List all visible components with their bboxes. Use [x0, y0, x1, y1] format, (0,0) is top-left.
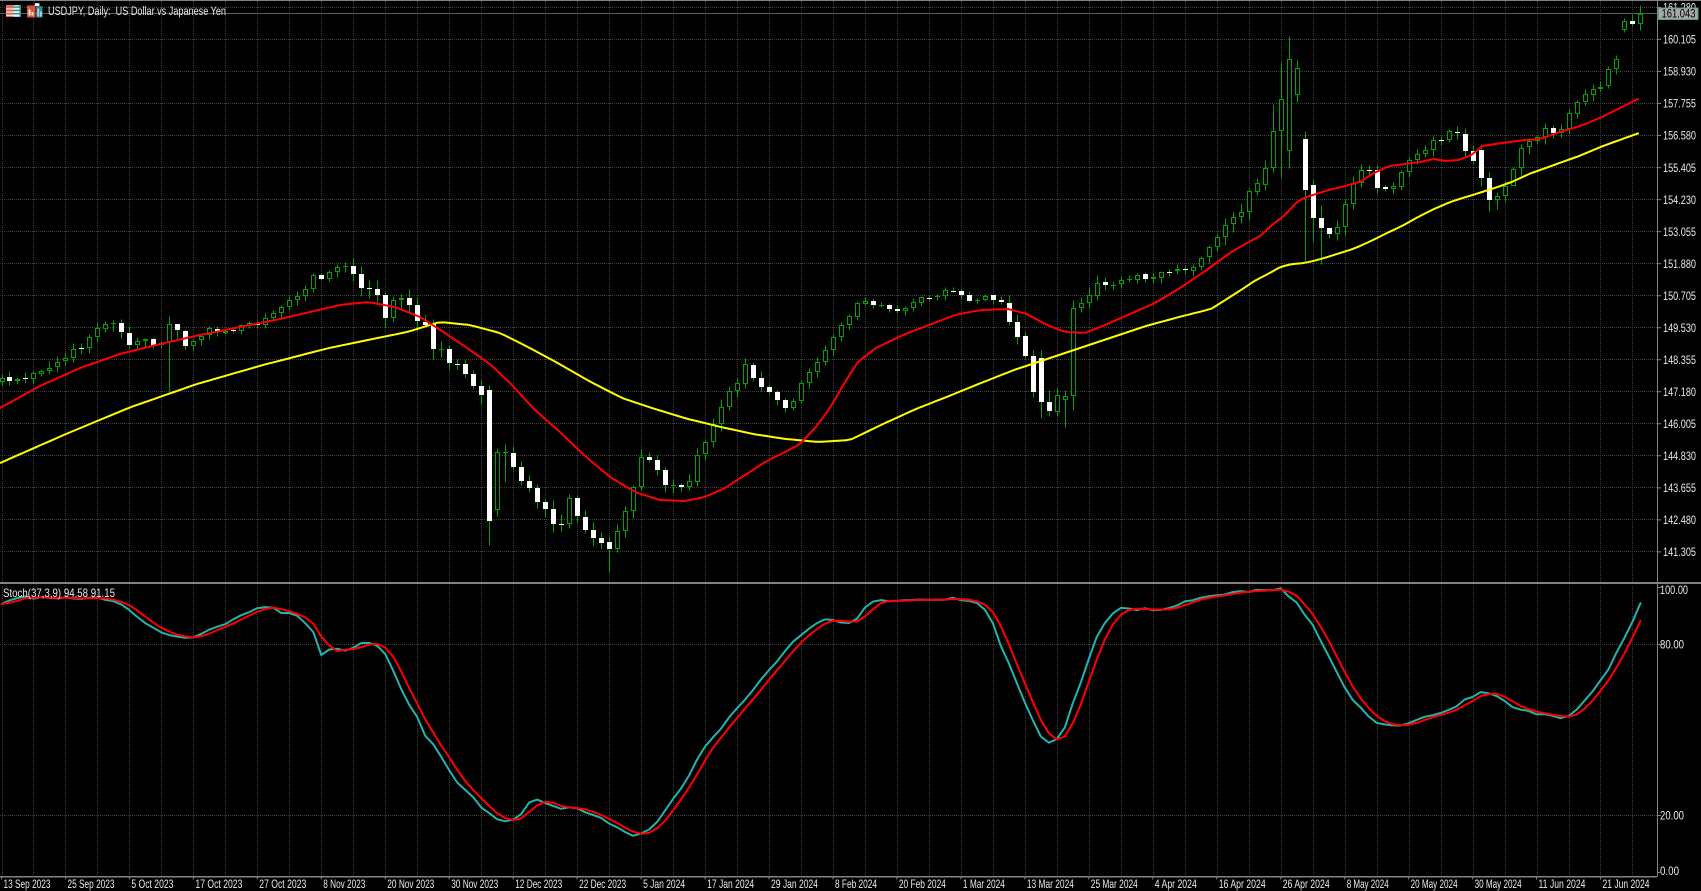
- svg-text:30 Nov 2023: 30 Nov 2023: [451, 877, 498, 891]
- svg-text:8 Nov 2023: 8 Nov 2023: [323, 877, 365, 891]
- svg-text:4 Apr 2024: 4 Apr 2024: [1155, 877, 1197, 891]
- svg-text:25 Sep 2023: 25 Sep 2023: [68, 877, 115, 891]
- svg-text:5 Oct 2023: 5 Oct 2023: [131, 877, 173, 891]
- svg-text:147.180: 147.180: [1663, 385, 1696, 399]
- svg-text:20.00: 20.00: [1660, 809, 1684, 823]
- svg-text:20 Nov 2023: 20 Nov 2023: [387, 877, 434, 891]
- svg-text:12 Dec 2023: 12 Dec 2023: [515, 877, 562, 891]
- svg-text:149.530: 149.530: [1663, 321, 1696, 335]
- svg-text:146.005: 146.005: [1663, 417, 1696, 431]
- svg-text:150.705: 150.705: [1663, 289, 1696, 303]
- svg-text:30 May 2024: 30 May 2024: [1475, 877, 1522, 891]
- svg-text:29 Jan 2024: 29 Jan 2024: [771, 877, 818, 891]
- svg-text:144.830: 144.830: [1663, 449, 1696, 463]
- svg-text:21 Jun 2024: 21 Jun 2024: [1603, 877, 1650, 891]
- svg-text:0.00: 0.00: [1660, 864, 1679, 878]
- svg-text:155.405: 155.405: [1663, 161, 1696, 175]
- svg-text:5 Jan 2024: 5 Jan 2024: [643, 877, 685, 891]
- svg-text:8 Feb 2024: 8 Feb 2024: [835, 877, 877, 891]
- svg-text:148.355: 148.355: [1663, 353, 1696, 367]
- svg-text:USDJPY, Daily: US Dollar vs J: USDJPY, Daily: US Dollar vs Japanese Yen: [48, 6, 226, 18]
- svg-text:160.105: 160.105: [1663, 33, 1696, 47]
- svg-text:17 Jan 2024: 17 Jan 2024: [707, 877, 754, 891]
- svg-text:26 Apr 2024: 26 Apr 2024: [1283, 877, 1330, 891]
- svg-text:8 May 2024: 8 May 2024: [1347, 877, 1389, 891]
- svg-text:141.305: 141.305: [1663, 545, 1696, 559]
- svg-text:158.930: 158.930: [1663, 65, 1696, 79]
- svg-text:20 Feb 2024: 20 Feb 2024: [899, 877, 946, 891]
- svg-text:143.655: 143.655: [1663, 481, 1696, 495]
- svg-text:16 Apr 2024: 16 Apr 2024: [1219, 877, 1266, 891]
- svg-text:27 Oct 2023: 27 Oct 2023: [259, 877, 306, 891]
- svg-text:1 Mar 2024: 1 Mar 2024: [963, 877, 1005, 891]
- svg-text:20 May 2024: 20 May 2024: [1411, 877, 1458, 891]
- svg-text:13 Mar 2024: 13 Mar 2024: [1027, 877, 1074, 891]
- svg-text:142.480: 142.480: [1663, 513, 1696, 527]
- svg-text:151.880: 151.880: [1663, 257, 1696, 271]
- svg-text:13 Sep 2023: 13 Sep 2023: [4, 877, 51, 891]
- svg-text:11 Jun 2024: 11 Jun 2024: [1539, 877, 1586, 891]
- svg-text:80.00: 80.00: [1660, 638, 1684, 652]
- svg-text:17 Oct 2023: 17 Oct 2023: [195, 877, 242, 891]
- svg-text:153.055: 153.055: [1663, 225, 1696, 239]
- svg-text:161.043: 161.043: [1662, 9, 1696, 21]
- svg-text:157.755: 157.755: [1663, 97, 1696, 111]
- svg-text:100.00: 100.00: [1660, 583, 1688, 597]
- svg-text:22 Dec 2023: 22 Dec 2023: [579, 877, 626, 891]
- svg-text:Stoch(37,3,9) 94.58 91.15: Stoch(37,3,9) 94.58 91.15: [3, 586, 115, 600]
- svg-text:154.230: 154.230: [1663, 193, 1696, 207]
- svg-text:156.580: 156.580: [1663, 129, 1696, 143]
- svg-text:25 Mar 2024: 25 Mar 2024: [1091, 877, 1138, 891]
